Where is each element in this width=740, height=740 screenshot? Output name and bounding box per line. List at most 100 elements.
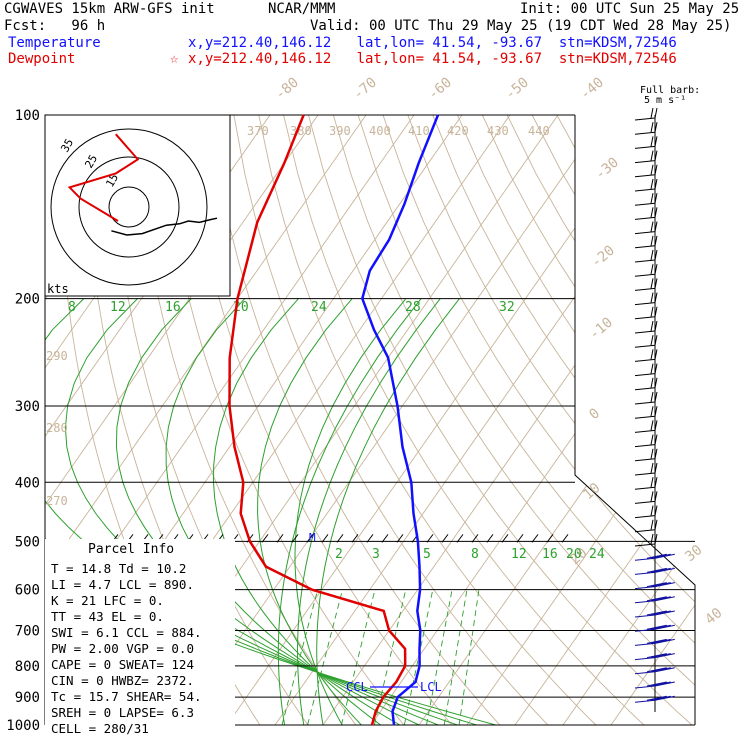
hatch-mark: [531, 534, 539, 543]
wind-barb-flag: [646, 667, 667, 673]
dry-adiabat-line: [432, 115, 695, 725]
wind-barb-flag: [650, 533, 654, 545]
mixing-ratio-line: [340, 589, 376, 725]
wind-barb-flag: [646, 567, 667, 573]
wind-barb: [634, 363, 658, 377]
wind-barb-flag: [650, 638, 671, 644]
wind-barb-flag: [654, 638, 675, 644]
wind-barb-flag: [654, 292, 658, 303]
model-title: CGWAVES 15km ARW-GFS init: [4, 1, 215, 17]
wind-barb: [634, 667, 675, 675]
wind-barb-flag: [654, 178, 658, 190]
pressure-tick-label: 1000: [6, 718, 40, 734]
wind-barb-flag: [646, 695, 667, 701]
wind-barb: [634, 462, 658, 476]
dry-adiabat-line: [308, 115, 693, 725]
dry-adiabat-line: [258, 115, 597, 725]
wind-barb: [634, 221, 658, 235]
wind-barb: [634, 391, 658, 405]
isotherm-label: -80: [272, 75, 302, 104]
wind-barb: [634, 249, 658, 263]
ccl-mark: CCL: [346, 680, 368, 694]
wind-barb-flag: [650, 122, 654, 133]
m-mark: M: [309, 531, 316, 544]
theta-label: 400: [369, 124, 391, 138]
pressure-tick-label: 100: [15, 108, 40, 124]
wind-barb-flag: [650, 150, 654, 161]
lcl-mark: LCL: [420, 680, 442, 694]
wind-barb-shaft: [634, 145, 656, 149]
isotherm-line: [226, 115, 655, 725]
wind-barb-shaft: [634, 444, 656, 448]
wind-barb-flag: [650, 178, 654, 190]
hodograph-ring-label: 35: [58, 137, 76, 155]
wind-barb-flag: [650, 335, 654, 346]
isotherm-label: 40: [702, 605, 725, 628]
hodograph-trace: [111, 217, 218, 236]
init-time: Init: 00 UTC Sun 25 May 25: [520, 1, 740, 17]
theta-label: 380: [290, 124, 312, 138]
hatch-mark: [381, 534, 389, 543]
isotherm-label: -30: [592, 155, 622, 184]
wind-barb-flag: [650, 695, 671, 701]
hatch-mark: [351, 534, 359, 543]
wind-barb-flag: [650, 221, 654, 232]
wind-barb-flag: [646, 553, 667, 559]
mixing-ratio-label: 32: [499, 300, 515, 315]
dry-adiabat-line: [481, 115, 695, 725]
theta-label: 440: [528, 124, 550, 138]
wind-barb: [634, 122, 658, 135]
moist-adiabat-line: [257, 298, 362, 725]
wind-barb-flag: [654, 122, 658, 133]
mixing-ratio-label: 5: [423, 547, 431, 562]
dry-adiabat-line: [208, 115, 501, 725]
wind-barb: [634, 193, 658, 206]
wind-barb-flag: [654, 653, 675, 659]
wind-barb-shaft: [634, 387, 656, 391]
pressure-tick-label: 800: [15, 659, 40, 675]
wind-barb-flag: [650, 292, 654, 303]
wind-barb-flag: [650, 667, 671, 673]
pressure-tick-label: 200: [15, 292, 40, 308]
mixing-ratio-label: 8: [471, 547, 479, 562]
theta-label: 280: [46, 421, 68, 435]
wind-barb-flag: [646, 610, 667, 616]
wind-barb: [634, 596, 675, 604]
mixing-ratio-label: 20: [566, 547, 582, 562]
dry-adiabat-line: [581, 115, 695, 725]
wind-barb-flag: [646, 681, 667, 687]
wind-barb-shaft: [634, 302, 656, 306]
mixing-ratio-line: [307, 589, 343, 725]
wind-barb-flag: [650, 278, 654, 289]
parcel-row: TT = 43 EL = 0.: [51, 609, 164, 624]
wind-barb-shaft: [634, 458, 656, 462]
hodograph-units: kts: [47, 282, 69, 296]
mixing-ratio-label: 8: [68, 300, 76, 315]
wind-barb-shaft: [634, 344, 656, 348]
wind-barb-flag: [650, 624, 671, 630]
dry-adiabat-line: [531, 115, 695, 725]
wind-barb-flag: [650, 391, 654, 403]
wind-barb-shaft: [634, 429, 656, 433]
wind-barb-flag: [654, 462, 658, 474]
wind-barb: [634, 477, 658, 490]
wind-barb-flag: [650, 491, 654, 502]
wind-barb-flag: [650, 264, 654, 275]
isotherm-label: -40: [577, 75, 607, 104]
dry-adiabat-line: [357, 115, 695, 725]
isotherm-line: [466, 115, 695, 725]
wind-barb-flag: [650, 505, 654, 516]
hodograph-inset: 15 25 35 kts: [44, 114, 231, 297]
wind-barb: [634, 207, 658, 220]
wind-barb: [634, 292, 658, 306]
mixing-ratio-line: [403, 589, 434, 725]
parcel-row: CAPE = 0 SWEAT= 124: [51, 657, 194, 672]
wind-barb-flag: [654, 221, 658, 232]
wind-barb-shaft: [634, 515, 656, 519]
wind-barb-flag: [654, 235, 658, 246]
wind-barb-flag: [654, 491, 658, 502]
wind-barb-shaft: [634, 500, 656, 504]
mixing-ratio-line: [443, 589, 468, 725]
wind-barb-flag: [654, 391, 658, 403]
